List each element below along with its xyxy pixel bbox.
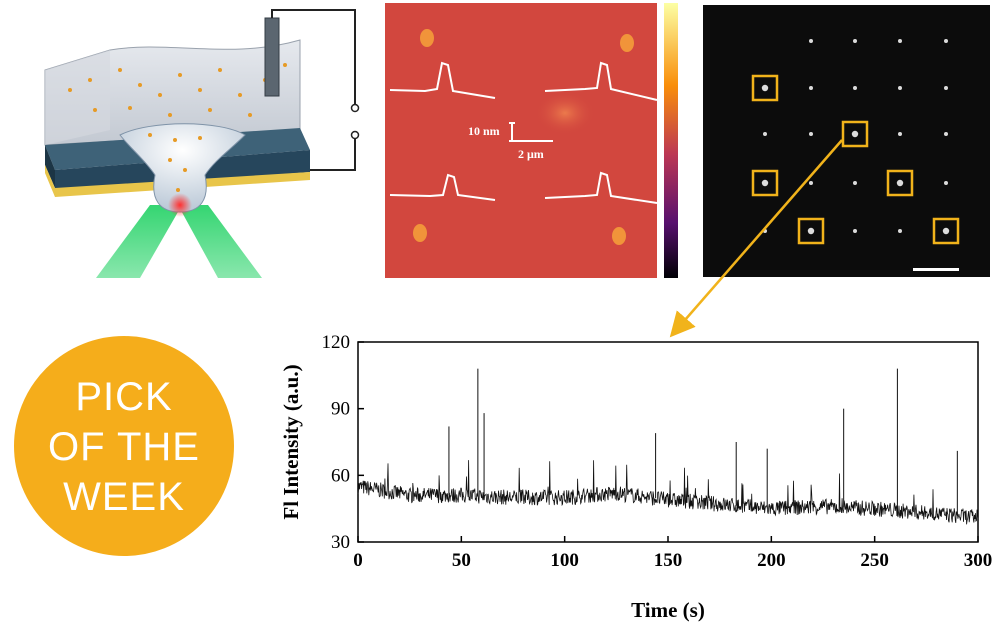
badge-line-2: OF THE xyxy=(48,425,200,469)
fluorescence-background xyxy=(703,5,990,277)
fluorescence-spot xyxy=(763,132,767,136)
fluorescence-spot xyxy=(853,181,857,185)
afm-profile xyxy=(389,173,496,201)
fluorescence-spot xyxy=(944,86,948,90)
fluorescence-spot xyxy=(809,132,813,136)
nanopore-schematic xyxy=(44,9,360,278)
fluorescence-spot xyxy=(761,179,769,187)
afm-map xyxy=(385,3,678,278)
afm-profile xyxy=(544,61,658,101)
fluorescence-spot xyxy=(763,229,767,233)
fluorescence-spot xyxy=(944,132,948,136)
fluorescence-spot xyxy=(944,181,948,185)
fluorescence-spot xyxy=(809,39,813,43)
laser-beam-left xyxy=(96,205,182,278)
fluorescence-spot xyxy=(942,227,950,235)
fluorescence-spot xyxy=(898,39,902,43)
fluorescence-spot xyxy=(944,39,948,43)
fluorescence-spot xyxy=(896,179,904,187)
afm-profile xyxy=(389,61,496,99)
x-tick-label: 200 xyxy=(757,550,786,571)
highlight-box xyxy=(932,217,960,245)
x-tick-label: 150 xyxy=(654,550,683,571)
fluorescence-spot xyxy=(898,132,902,136)
nanopore-funnel xyxy=(119,123,246,213)
switch-terminal-bottom xyxy=(350,130,360,140)
y-tick-label: 90 xyxy=(331,399,350,420)
x-tick-label: 300 xyxy=(964,550,993,571)
switch-terminal-top xyxy=(350,103,360,113)
fluorescence-spot xyxy=(809,181,813,185)
membrane-front xyxy=(45,145,55,188)
y-axis-label: Fl Intensity (a.u.) xyxy=(279,364,303,519)
highlight-box xyxy=(886,169,914,197)
highlight-box xyxy=(841,120,869,148)
fluorescence-scale-bar xyxy=(913,268,959,271)
intensity-trace xyxy=(357,460,979,525)
badge-circle xyxy=(10,332,238,560)
afm-image-panel: 10 nm 2 μm xyxy=(385,3,685,278)
x-tick-label: 100 xyxy=(550,550,579,571)
laser-beam-right xyxy=(178,205,262,278)
afm-feature xyxy=(413,224,427,242)
y-tick-label: 60 xyxy=(331,465,350,486)
afm-length-scale-label: 2 μm xyxy=(518,147,544,161)
afm-scale-bar xyxy=(509,122,553,142)
afm-profile xyxy=(544,171,658,204)
fluorescence-spot xyxy=(853,39,857,43)
badge-line-1: PICK xyxy=(75,375,173,419)
x-tick-label: 0 xyxy=(353,550,363,571)
afm-feature xyxy=(612,227,626,245)
electrode xyxy=(264,17,280,97)
fluorescence-spot xyxy=(761,84,769,92)
fluorescence-spot xyxy=(898,86,902,90)
highlight-box xyxy=(751,74,779,102)
afm-feature xyxy=(420,29,434,47)
pick-of-the-week-badge: PICK OF THE WEEK xyxy=(8,330,240,562)
x-tick-label: 250 xyxy=(860,550,889,571)
fluorescence-spot xyxy=(807,227,815,235)
fluorescence-spot xyxy=(898,229,902,233)
afm-height-scale-label: 10 nm xyxy=(468,124,500,138)
fluorescence-spot xyxy=(853,229,857,233)
x-axis-label: Time (s) xyxy=(631,598,705,622)
y-tick-label: 120 xyxy=(322,332,351,353)
fluorescence-array-image xyxy=(703,5,990,277)
x-tick-label: 50 xyxy=(452,550,471,571)
laser-focus-glow xyxy=(168,193,192,217)
circuit-wire xyxy=(271,9,356,171)
afm-colorbar xyxy=(664,3,678,278)
afm-feature xyxy=(620,34,634,52)
fluorescence-spot xyxy=(851,130,859,138)
fluorescence-spot xyxy=(809,86,813,90)
fluorescence-spot xyxy=(853,86,857,90)
badge-line-3: WEEK xyxy=(63,475,185,519)
intensity-time-chart: 0 50 100 150 200 250 300 30 60 90 120 Time (s) Fl… xyxy=(279,332,993,622)
y-tick-label: 30 xyxy=(331,532,350,553)
